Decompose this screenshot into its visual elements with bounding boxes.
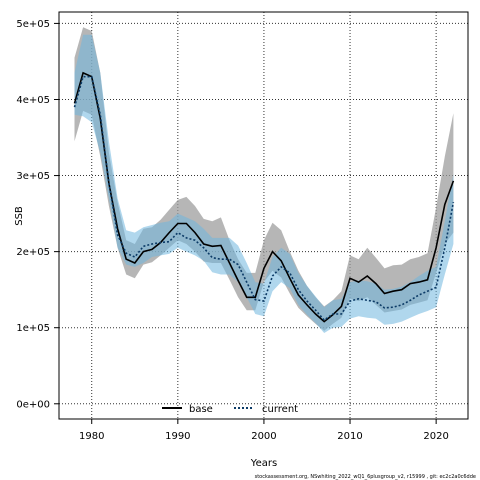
y-tick-label-2: 2e+05: [16, 247, 50, 258]
legend-label-base: base: [189, 404, 213, 415]
x-tick-label-2010: 2010: [337, 431, 362, 442]
x-tick-label-1990: 1990: [165, 431, 190, 442]
y-tick-label-4: 4e+05: [16, 95, 50, 106]
y-tick-label-1: 1e+05: [16, 323, 50, 334]
x-axis-label: Years: [250, 458, 277, 469]
y-axis-ticks: 0e+00 1e+05 2e+05 3e+05 4e+05 5e+05: [16, 19, 59, 410]
y-tick-label-3: 3e+05: [16, 171, 50, 182]
x-tick-label-2000: 2000: [251, 431, 276, 442]
line-current: [73, 75, 455, 322]
y-tick-label-0: 0e+00: [16, 399, 50, 410]
x-tick-label-2020: 2020: [423, 431, 448, 442]
legend-label-current: current: [262, 404, 298, 415]
line-base: [73, 71, 455, 323]
band-current: [74, 34, 454, 334]
y-tick-label-5: 5e+05: [16, 19, 50, 30]
y-axis-label: SSB: [14, 206, 25, 226]
legend: base current: [162, 404, 298, 415]
series-lines: [73, 71, 455, 323]
x-tick-label-1980: 1980: [79, 431, 104, 442]
x-axis-ticks: 1980 1990 2000 2010 2020: [79, 419, 449, 442]
footnote: stockassessment.org, NSwhiting_2022_wQ1_…: [255, 474, 476, 480]
